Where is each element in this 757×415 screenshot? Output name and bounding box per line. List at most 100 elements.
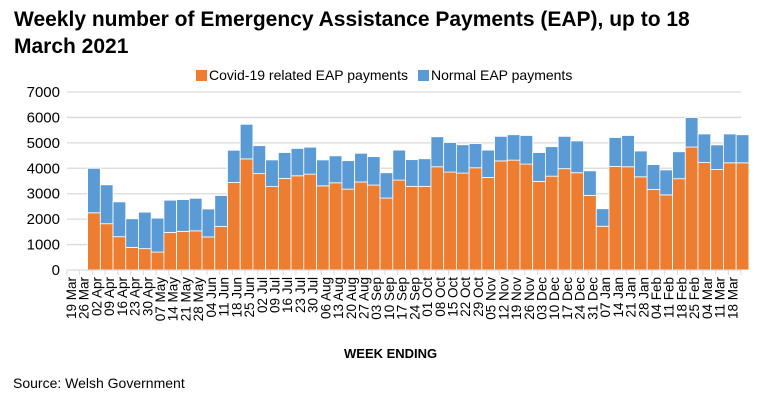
x-tick-label: 06 Aug — [318, 277, 333, 319]
bar-covid — [150, 251, 165, 271]
bar-normal — [443, 142, 457, 173]
y-tick-label: 7000 — [27, 84, 60, 101]
bar-covid — [430, 166, 445, 271]
bar-covid — [99, 223, 114, 271]
bar-covid — [494, 160, 508, 271]
bar-normal — [608, 137, 623, 167]
x-tick-label: 25 Feb — [687, 277, 702, 319]
x-tick-label: 21 May — [178, 277, 193, 322]
x-tick-label: 30 Jul — [306, 277, 321, 313]
bar-normal — [494, 135, 508, 162]
bar-normal — [239, 123, 254, 160]
x-tick-label: 05 Nov — [484, 277, 499, 320]
y-tick-label: 0 — [52, 262, 60, 279]
bar-normal — [214, 195, 228, 227]
bar-covid — [366, 184, 381, 271]
bar-normal — [150, 217, 165, 253]
bar-normal — [99, 184, 114, 225]
x-tick-label: 26 Mar — [77, 277, 92, 320]
x-tick-label: 25 Jun — [242, 277, 257, 318]
bar-covid — [557, 168, 572, 271]
bar-covid — [608, 165, 623, 271]
bar-covid — [481, 177, 495, 271]
x-axis-title: WEEK ENDING — [344, 346, 438, 361]
bar-normal — [519, 135, 534, 165]
x-tick-label: 11 Mar — [713, 276, 728, 318]
bar-normal — [252, 145, 267, 175]
bar-normal — [506, 134, 521, 161]
bar-normal — [634, 150, 648, 178]
x-tick-label: 10 Sep — [382, 277, 397, 320]
x-tick-label: 03 Dec — [535, 277, 550, 320]
bar-covid — [188, 230, 203, 271]
x-tick-label: 22 Oct — [458, 277, 473, 317]
bar-normal — [684, 117, 699, 148]
x-tick-label: 23 Jul — [293, 277, 308, 313]
x-tick-label: 20 Aug — [344, 277, 359, 319]
x-tick-label: 28 May — [191, 277, 206, 322]
bar-normal — [468, 143, 483, 169]
bar-covid — [519, 163, 534, 271]
bar-normal — [405, 159, 419, 187]
bar-normal — [265, 159, 279, 187]
bar-normal — [710, 144, 724, 170]
bar-covid — [723, 162, 737, 271]
bar-normal — [87, 167, 101, 214]
x-tick-label: 07 Jan — [598, 277, 613, 318]
legend-swatch-covid — [196, 69, 207, 81]
bar-covid — [379, 197, 394, 271]
bar-normal — [112, 201, 127, 238]
x-tick-label: 24 Dec — [573, 277, 588, 320]
bar-normal — [481, 149, 495, 178]
bar-normal — [138, 211, 152, 250]
bar-normal — [290, 148, 305, 177]
x-tick-label: 23 Apr — [128, 276, 143, 316]
x-tick-label: 27 Aug — [356, 277, 371, 319]
bar-normal — [735, 134, 750, 164]
y-tick-label: 3000 — [27, 186, 60, 203]
bar-normal — [201, 208, 216, 238]
legend-label-covid: Covid-19 related EAP payments — [209, 67, 408, 83]
bar-normal — [532, 152, 546, 182]
bar-normal — [557, 135, 572, 170]
y-tick-label: 4000 — [27, 160, 60, 177]
bar-normal — [430, 136, 445, 168]
bar-covid — [595, 225, 610, 271]
bar-normal — [341, 160, 356, 190]
x-tick-label: 10 Dec — [547, 277, 562, 320]
bar-normal — [316, 159, 330, 187]
x-tick-label: 18 Jun — [229, 277, 244, 318]
x-tick-label: 17 Dec — [560, 277, 575, 320]
bar-covid — [163, 231, 178, 271]
bars — [87, 117, 750, 271]
x-tick-label: 16 Apr — [115, 276, 130, 316]
bar-normal — [697, 133, 712, 163]
x-tick-label: 04 Feb — [649, 277, 664, 319]
bar-normal — [392, 149, 406, 181]
bar-covid — [252, 173, 267, 271]
bar-covid — [468, 167, 483, 271]
x-tick-label: 30 Apr — [140, 276, 155, 316]
bar-covid — [405, 185, 419, 271]
chart-title: Weekly number of Emergency Assistance Pa… — [14, 8, 690, 58]
bar-normal — [188, 197, 203, 232]
x-tick-label: 18 Feb — [674, 277, 689, 319]
bar-covid — [455, 172, 470, 271]
bar-covid — [545, 175, 559, 271]
bar-normal — [176, 199, 190, 232]
x-tick-label: 12 Nov — [496, 277, 511, 320]
bar-normal — [659, 169, 673, 196]
x-tick-label: 11 Jun — [217, 277, 232, 317]
x-tick-label: 01 Oct — [420, 277, 435, 317]
bar-covid — [328, 182, 343, 271]
x-tick-label: 14 Jan — [611, 277, 626, 318]
x-tick-label: 09 Apr — [102, 276, 117, 316]
bar-covid — [417, 185, 432, 271]
x-tick-label: 09 Jul — [267, 277, 282, 313]
bar-covid — [443, 171, 457, 271]
x-tick-label: 14 May — [166, 277, 181, 322]
bar-covid — [621, 166, 635, 271]
x-tick-label: 07 May — [153, 277, 168, 322]
x-tick-label: 17 Sep — [395, 277, 410, 320]
